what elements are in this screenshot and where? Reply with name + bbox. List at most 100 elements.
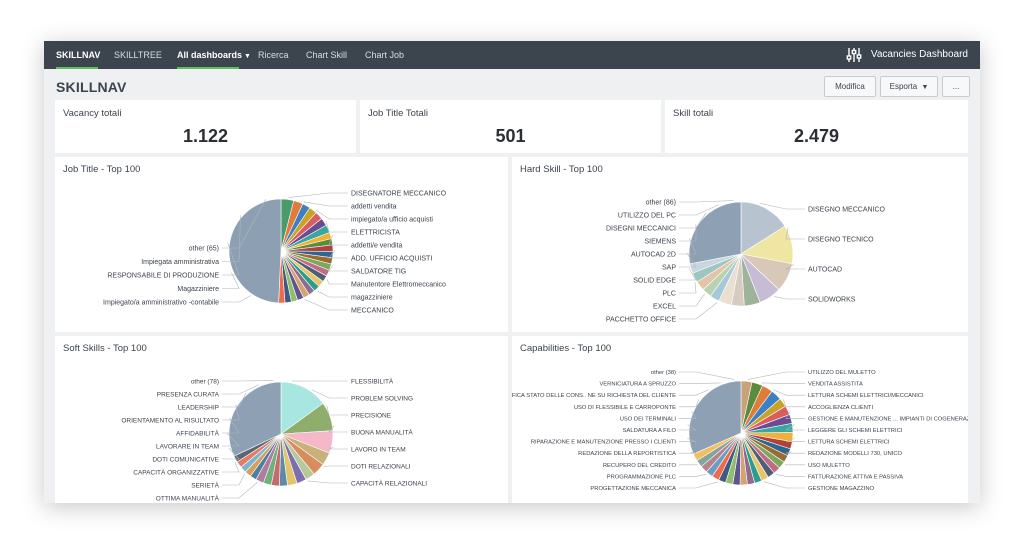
leader-line — [784, 424, 805, 431]
slice-label: Manutentore Elettromeccanico — [351, 281, 446, 288]
leader-line — [222, 295, 251, 303]
slice-label: PACCHETTO OFFICE — [606, 316, 676, 323]
leader-line — [304, 299, 348, 311]
leader-line — [679, 463, 698, 466]
pie-chart-soft-skills: FLESSIBILITÀ PROBLEM SOLVING PRECISIONE BUO… — [121, 376, 427, 502]
chart-panel-soft-skills: Soft Skills - Top 100 FLESSIBILITÀ PROBLE… — [55, 336, 508, 503]
slice-label: LAVORARE IN TEAM — [156, 443, 219, 450]
slice-label: USO DI FLESSIBILE E CARROPONTE — [574, 405, 676, 411]
slice-label: CAPACITÀ RELAZIONALI — [351, 478, 427, 487]
stat-value: 501 — [495, 126, 526, 146]
slice-label: impiegato/a ufficio acquisti — [351, 216, 433, 223]
slice-label: Impiegata amministrativa — [141, 259, 219, 266]
nav-skilltree[interactable]: SKILLTREE — [114, 41, 162, 69]
slice-label: AUTOCAD 2D — [631, 251, 676, 258]
nav-skillnav[interactable]: SKILLNAV — [56, 41, 100, 69]
slice-label: DISEGNATORE MECCANICO — [351, 190, 447, 197]
slice-label: other (86) — [646, 199, 676, 206]
slice-label: USO DEI TERMINALI — [620, 416, 677, 422]
slice-label: UTILIZZO DEL PC — [618, 212, 676, 219]
slice-label: GESTIONE E MANUTENZIONE ... IMPIANTI DI … — [808, 416, 968, 422]
pie-slice[interactable] — [688, 380, 742, 455]
slice-label: LEGGERE GLI SCHEMI ELETTRICI — [808, 428, 903, 434]
leader-line — [222, 384, 259, 395]
slice-label: LAVORO IN TEAM — [351, 446, 406, 453]
slice-label: DISEGNO MECCANICO — [808, 206, 886, 213]
leader-line — [785, 451, 805, 454]
leader-line — [679, 302, 718, 320]
slice-label: UTILIZZO DEL MULETTO — [808, 370, 876, 376]
leader-line — [679, 451, 697, 454]
chart-title: Capabilities - Top 100 — [520, 343, 612, 354]
nav-chart-skill[interactable]: Chart Skill — [306, 41, 347, 69]
slice-label: FATTURAZIONE ATTIVA E PASSIVA — [808, 474, 903, 480]
leader-line — [679, 424, 698, 431]
leader-line — [679, 411, 697, 419]
nav-label: SKILLTREE — [114, 50, 162, 60]
slice-label: ACCOGLIENZA CLIENTI — [808, 405, 873, 411]
leader-line — [784, 463, 805, 466]
stat-label: Vacancy totali — [63, 108, 122, 119]
slice-label: ORIENTAMENTO AL RISULTATO — [121, 417, 219, 424]
slice-label: RECUPERO DEL CREDITO — [603, 463, 677, 469]
leader-line — [222, 482, 258, 499]
leader-line — [326, 279, 348, 285]
leader-line — [764, 481, 805, 489]
slice-label: PLC — [662, 290, 676, 297]
more-options-button[interactable]: ... — [942, 76, 970, 97]
leader-line — [222, 215, 241, 262]
slice-label: other (65) — [189, 245, 219, 252]
leader-line — [222, 462, 240, 473]
leader-line — [679, 481, 718, 489]
nav-chart-job[interactable]: Chart Job — [365, 41, 404, 69]
leader-line — [311, 389, 348, 399]
leader-line — [679, 474, 707, 477]
chart-title: Hard Skill - Top 100 — [520, 164, 603, 175]
caret-down-icon: ▼ — [244, 53, 251, 60]
nav-all-dashboards[interactable]: All dashboards ▼ — [177, 41, 251, 69]
pie-slice[interactable] — [280, 381, 324, 435]
caret-down-icon: ▼ — [921, 84, 929, 91]
leader-line — [679, 204, 719, 216]
slice-label: SOLIDWORKS — [808, 296, 856, 303]
pie-slice[interactable] — [228, 198, 282, 304]
nav-label: Chart Skill — [306, 50, 348, 60]
chart-panel-capabilities: Capabilities - Top 100 UTILIZZO DEL MULE… — [512, 336, 968, 503]
chart-title: Soft Skills - Top 100 — [63, 343, 147, 354]
leader-line — [303, 201, 348, 207]
stat-label: Job Title Totali — [368, 108, 429, 119]
leader-line — [323, 465, 348, 468]
slice-label: PRESENZA CURATA — [157, 391, 220, 398]
page-title: SKILLNAV — [56, 79, 127, 95]
leader-line — [747, 371, 805, 380]
leader-line — [775, 474, 805, 477]
leader-line — [759, 203, 805, 210]
leader-line — [679, 382, 721, 384]
nav-label: All dashboards — [177, 50, 243, 60]
export-button[interactable]: Esporta ▼ — [880, 76, 938, 97]
slice-label: DOTI RELAZIONALI — [351, 463, 411, 470]
slice-label: addetti/e vendita — [351, 242, 402, 249]
leader-line — [328, 425, 348, 433]
slice-label: PRECISIONE — [351, 412, 392, 419]
nav-ricerca[interactable]: Ricerca — [258, 41, 289, 69]
pie-slice[interactable] — [688, 201, 742, 265]
pie-slice[interactable] — [740, 201, 786, 255]
top-navigation-bar: SKILLNAV SKILLTREE All dashboards ▼ Ricer… — [44, 41, 980, 69]
nav-label: SKILLNAV — [56, 50, 101, 60]
slice-label: OTTIMA MANUALITÀ — [156, 493, 220, 502]
slice-label: USO MULETTO — [808, 463, 850, 469]
slice-label: PROGRAMMAZIONE PLC — [607, 474, 676, 480]
leader-line — [679, 438, 697, 442]
leader-line — [784, 264, 805, 270]
leader-line — [325, 221, 348, 233]
edit-button[interactable]: Modifica — [824, 76, 876, 97]
leader-line — [761, 382, 805, 384]
leader-line — [222, 448, 240, 460]
chart-panel-hard-skill: Hard Skill - Top 100 DISEGNO MECCANICO DI… — [512, 157, 968, 332]
leader-line — [679, 200, 734, 203]
slice-label: VENDITA ASSISTITA — [808, 382, 863, 388]
dashboard-window: SKILLNAV SKILLTREE All dashboards ▼ Ricer… — [44, 41, 980, 503]
chart-panel-job-title: Job Title - Top 100 DISEGNATORE MECCANIC… — [55, 157, 508, 332]
slice-label: REDAZIONE MODELLI 730, UNICO — [808, 451, 903, 457]
